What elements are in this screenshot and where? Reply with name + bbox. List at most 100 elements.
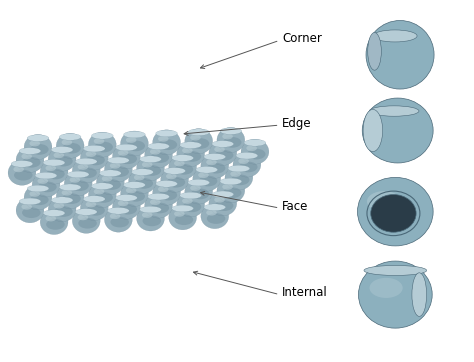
Ellipse shape (246, 145, 257, 151)
Ellipse shape (153, 130, 181, 155)
Ellipse shape (70, 180, 89, 191)
Ellipse shape (56, 133, 84, 158)
Ellipse shape (183, 151, 201, 162)
Ellipse shape (51, 147, 73, 153)
Ellipse shape (108, 207, 129, 214)
Ellipse shape (169, 155, 197, 180)
Ellipse shape (188, 179, 210, 186)
Ellipse shape (158, 186, 169, 192)
Ellipse shape (196, 167, 218, 173)
Text: Edge: Edge (282, 117, 311, 130)
Ellipse shape (46, 219, 64, 230)
Ellipse shape (150, 199, 161, 205)
Ellipse shape (110, 217, 129, 227)
Ellipse shape (120, 131, 148, 156)
Ellipse shape (204, 204, 226, 211)
Ellipse shape (94, 189, 104, 194)
Ellipse shape (145, 143, 173, 168)
Ellipse shape (151, 152, 169, 163)
Ellipse shape (367, 191, 401, 212)
Ellipse shape (29, 140, 40, 146)
Ellipse shape (37, 178, 48, 184)
Ellipse shape (142, 161, 153, 168)
Ellipse shape (363, 109, 383, 152)
Ellipse shape (89, 182, 116, 207)
Ellipse shape (156, 130, 177, 137)
Ellipse shape (368, 33, 382, 70)
Ellipse shape (24, 135, 52, 160)
Ellipse shape (207, 213, 225, 224)
Ellipse shape (118, 200, 128, 206)
Ellipse shape (159, 139, 177, 150)
Ellipse shape (412, 273, 427, 316)
Ellipse shape (223, 188, 241, 198)
Ellipse shape (48, 197, 76, 222)
Ellipse shape (67, 171, 89, 178)
Ellipse shape (222, 134, 233, 139)
Ellipse shape (104, 157, 132, 182)
Ellipse shape (19, 198, 41, 205)
Ellipse shape (185, 179, 213, 204)
Ellipse shape (83, 145, 105, 152)
Ellipse shape (175, 214, 193, 225)
Ellipse shape (54, 203, 64, 209)
Ellipse shape (190, 185, 201, 191)
Ellipse shape (153, 180, 181, 205)
Ellipse shape (357, 177, 433, 246)
Ellipse shape (48, 146, 76, 171)
Ellipse shape (230, 171, 241, 177)
Ellipse shape (59, 134, 81, 140)
Ellipse shape (177, 142, 205, 167)
Ellipse shape (145, 193, 173, 218)
Ellipse shape (159, 190, 177, 201)
Ellipse shape (22, 207, 41, 218)
Wedge shape (342, 88, 398, 173)
Ellipse shape (30, 144, 49, 155)
Ellipse shape (143, 215, 161, 226)
Ellipse shape (43, 210, 65, 216)
Ellipse shape (108, 157, 129, 164)
Ellipse shape (370, 278, 403, 298)
Text: Internal: Internal (282, 286, 328, 299)
Ellipse shape (8, 160, 36, 185)
Ellipse shape (110, 163, 120, 169)
Ellipse shape (59, 184, 81, 191)
Ellipse shape (75, 158, 97, 165)
Ellipse shape (91, 183, 113, 189)
Ellipse shape (206, 159, 217, 165)
Ellipse shape (241, 139, 269, 164)
Ellipse shape (209, 191, 237, 216)
Ellipse shape (358, 261, 432, 328)
Ellipse shape (73, 158, 100, 183)
Ellipse shape (30, 194, 49, 205)
Ellipse shape (371, 194, 416, 232)
Ellipse shape (239, 161, 257, 172)
Ellipse shape (169, 205, 197, 230)
Ellipse shape (62, 190, 72, 195)
Ellipse shape (172, 205, 193, 212)
Ellipse shape (223, 137, 241, 148)
Ellipse shape (70, 177, 80, 183)
Ellipse shape (128, 168, 156, 194)
Ellipse shape (362, 98, 433, 163)
Ellipse shape (116, 194, 137, 201)
Ellipse shape (62, 193, 81, 204)
Ellipse shape (193, 166, 221, 191)
Ellipse shape (16, 147, 44, 172)
Ellipse shape (212, 191, 234, 198)
Ellipse shape (220, 178, 242, 185)
Ellipse shape (124, 131, 146, 138)
Ellipse shape (27, 135, 49, 142)
Text: Corner: Corner (282, 32, 322, 45)
Ellipse shape (244, 139, 266, 146)
Ellipse shape (126, 188, 137, 193)
Ellipse shape (32, 172, 60, 197)
Ellipse shape (132, 169, 153, 176)
Ellipse shape (112, 194, 140, 219)
Ellipse shape (209, 140, 237, 165)
Ellipse shape (112, 144, 140, 169)
Ellipse shape (43, 159, 65, 166)
Ellipse shape (172, 155, 193, 161)
Ellipse shape (78, 214, 88, 220)
Ellipse shape (135, 178, 153, 189)
